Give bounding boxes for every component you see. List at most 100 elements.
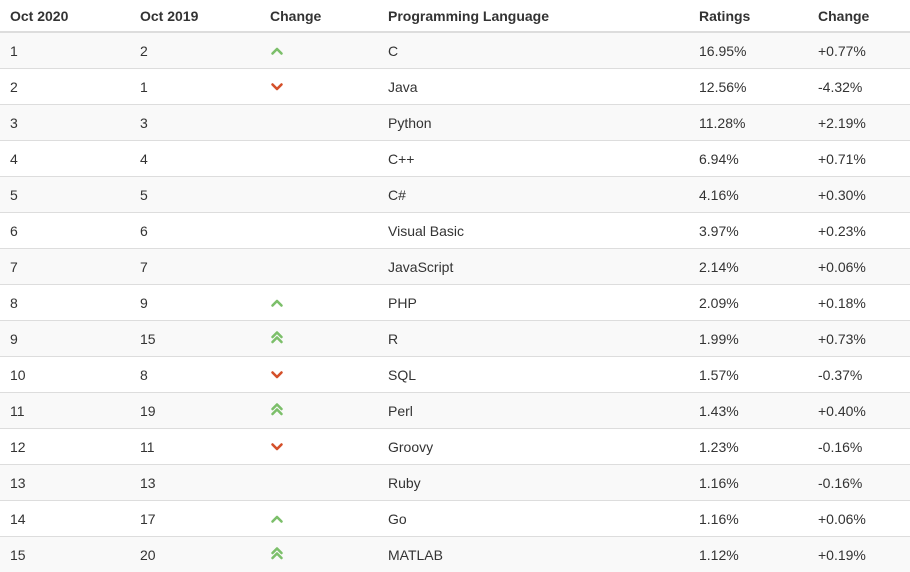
change-indicator xyxy=(260,429,378,465)
header-oct-2019: Oct 2019 xyxy=(130,0,260,32)
language-name: PHP xyxy=(378,285,689,321)
rating-value: 2.14% xyxy=(689,249,808,285)
language-name: Groovy xyxy=(378,429,689,465)
rating-change: +0.19% xyxy=(808,537,910,572)
rating-value: 1.16% xyxy=(689,501,808,537)
rank-previous: 7 xyxy=(130,249,260,285)
rank-previous: 20 xyxy=(130,537,260,572)
change-indicator xyxy=(260,465,378,501)
rating-change: +0.77% xyxy=(808,32,910,69)
rank-current: 13 xyxy=(0,465,130,501)
change-indicator xyxy=(260,537,378,572)
rank-current: 7 xyxy=(0,249,130,285)
rating-change: -4.32% xyxy=(808,69,910,105)
header-change-percent: Change xyxy=(808,0,910,32)
rating-value: 1.99% xyxy=(689,321,808,357)
rating-change: +2.19% xyxy=(808,105,910,141)
rating-change: -0.37% xyxy=(808,357,910,393)
language-name: JavaScript xyxy=(378,249,689,285)
rank-previous: 15 xyxy=(130,321,260,357)
language-name: SQL xyxy=(378,357,689,393)
rank-current: 1 xyxy=(0,32,130,69)
language-name: Ruby xyxy=(378,465,689,501)
change-indicator xyxy=(260,69,378,105)
change-indicator xyxy=(260,105,378,141)
header-oct-2020: Oct 2020 xyxy=(0,0,130,32)
language-name: Visual Basic xyxy=(378,213,689,249)
rank-previous: 5 xyxy=(130,177,260,213)
rank-current: 2 xyxy=(0,69,130,105)
rating-change: +0.71% xyxy=(808,141,910,177)
change-indicator xyxy=(260,141,378,177)
rating-value: 12.56% xyxy=(689,69,808,105)
rank-current: 9 xyxy=(0,321,130,357)
rank-current: 4 xyxy=(0,141,130,177)
rank-previous: 9 xyxy=(130,285,260,321)
language-name: Python xyxy=(378,105,689,141)
rating-value: 1.57% xyxy=(689,357,808,393)
rating-value: 6.94% xyxy=(689,141,808,177)
rating-change: +0.73% xyxy=(808,321,910,357)
rank-previous: 6 xyxy=(130,213,260,249)
rank-current: 8 xyxy=(0,285,130,321)
change-indicator xyxy=(260,177,378,213)
table-header-row: Oct 2020 Oct 2019 Change Programming Lan… xyxy=(0,0,910,32)
chevron-up-icon xyxy=(270,46,284,56)
rating-change: +0.23% xyxy=(808,213,910,249)
change-indicator xyxy=(260,32,378,69)
rank-previous: 1 xyxy=(130,69,260,105)
chevron-up-icon xyxy=(270,298,284,308)
header-ratings: Ratings xyxy=(689,0,808,32)
change-indicator xyxy=(260,321,378,357)
rank-current: 12 xyxy=(0,429,130,465)
rank-previous: 13 xyxy=(130,465,260,501)
rank-previous: 11 xyxy=(130,429,260,465)
chevron-down-icon xyxy=(270,442,284,452)
rank-current: 3 xyxy=(0,105,130,141)
rating-value: 11.28% xyxy=(689,105,808,141)
change-indicator xyxy=(260,393,378,429)
change-indicator xyxy=(260,285,378,321)
rating-value: 1.12% xyxy=(689,537,808,572)
change-indicator xyxy=(260,501,378,537)
change-indicator xyxy=(260,249,378,285)
header-programming-language: Programming Language xyxy=(378,0,689,32)
rank-previous: 4 xyxy=(130,141,260,177)
rank-previous: 3 xyxy=(130,105,260,141)
chevron-down-icon xyxy=(270,82,284,92)
double-chevron-up-icon xyxy=(270,546,284,560)
language-name: Go xyxy=(378,501,689,537)
rank-current: 6 xyxy=(0,213,130,249)
rank-current: 11 xyxy=(0,393,130,429)
rating-change: +0.40% xyxy=(808,393,910,429)
rank-previous: 8 xyxy=(130,357,260,393)
rating-value: 2.09% xyxy=(689,285,808,321)
rank-current: 5 xyxy=(0,177,130,213)
rank-previous: 17 xyxy=(130,501,260,537)
rank-current: 15 xyxy=(0,537,130,572)
language-name: C# xyxy=(378,177,689,213)
rating-change: -0.16% xyxy=(808,429,910,465)
rating-value: 4.16% xyxy=(689,177,808,213)
rank-previous: 19 xyxy=(130,393,260,429)
language-name: C xyxy=(378,32,689,69)
language-name: MATLAB xyxy=(378,537,689,572)
double-chevron-up-icon xyxy=(270,402,284,416)
rating-change: +0.06% xyxy=(808,249,910,285)
double-chevron-up-icon xyxy=(270,330,284,344)
language-name: Perl xyxy=(378,393,689,429)
chevron-down-icon xyxy=(270,370,284,380)
